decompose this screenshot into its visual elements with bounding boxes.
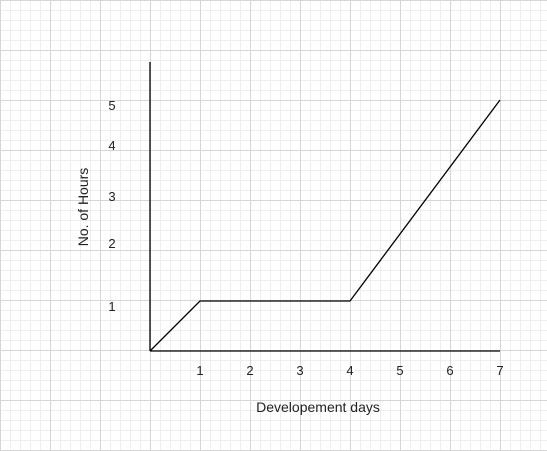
y-tick-label: 4 [108,138,115,153]
y-axis-title: No. of Hours [75,168,91,247]
series-line [149,99,501,352]
x-axis-title: Developement days [256,399,380,415]
x-tick-label: 5 [396,363,403,378]
x-tick-label: 6 [446,363,453,378]
x-tick-label: 7 [496,363,503,378]
x-tick-label: 2 [246,363,253,378]
x-tick-label: 3 [296,363,303,378]
y-tick-labels: 1 2 3 4 5 [108,98,115,314]
x-tick-label: 4 [346,363,353,378]
y-tick-label: 5 [108,98,115,113]
x-tick-label: 1 [196,363,203,378]
y-tick-label: 3 [108,189,115,204]
y-tick-label: 2 [108,236,115,251]
y-tick-label: 1 [108,299,115,314]
x-tick-labels: 1 2 3 4 5 6 7 [196,363,503,378]
